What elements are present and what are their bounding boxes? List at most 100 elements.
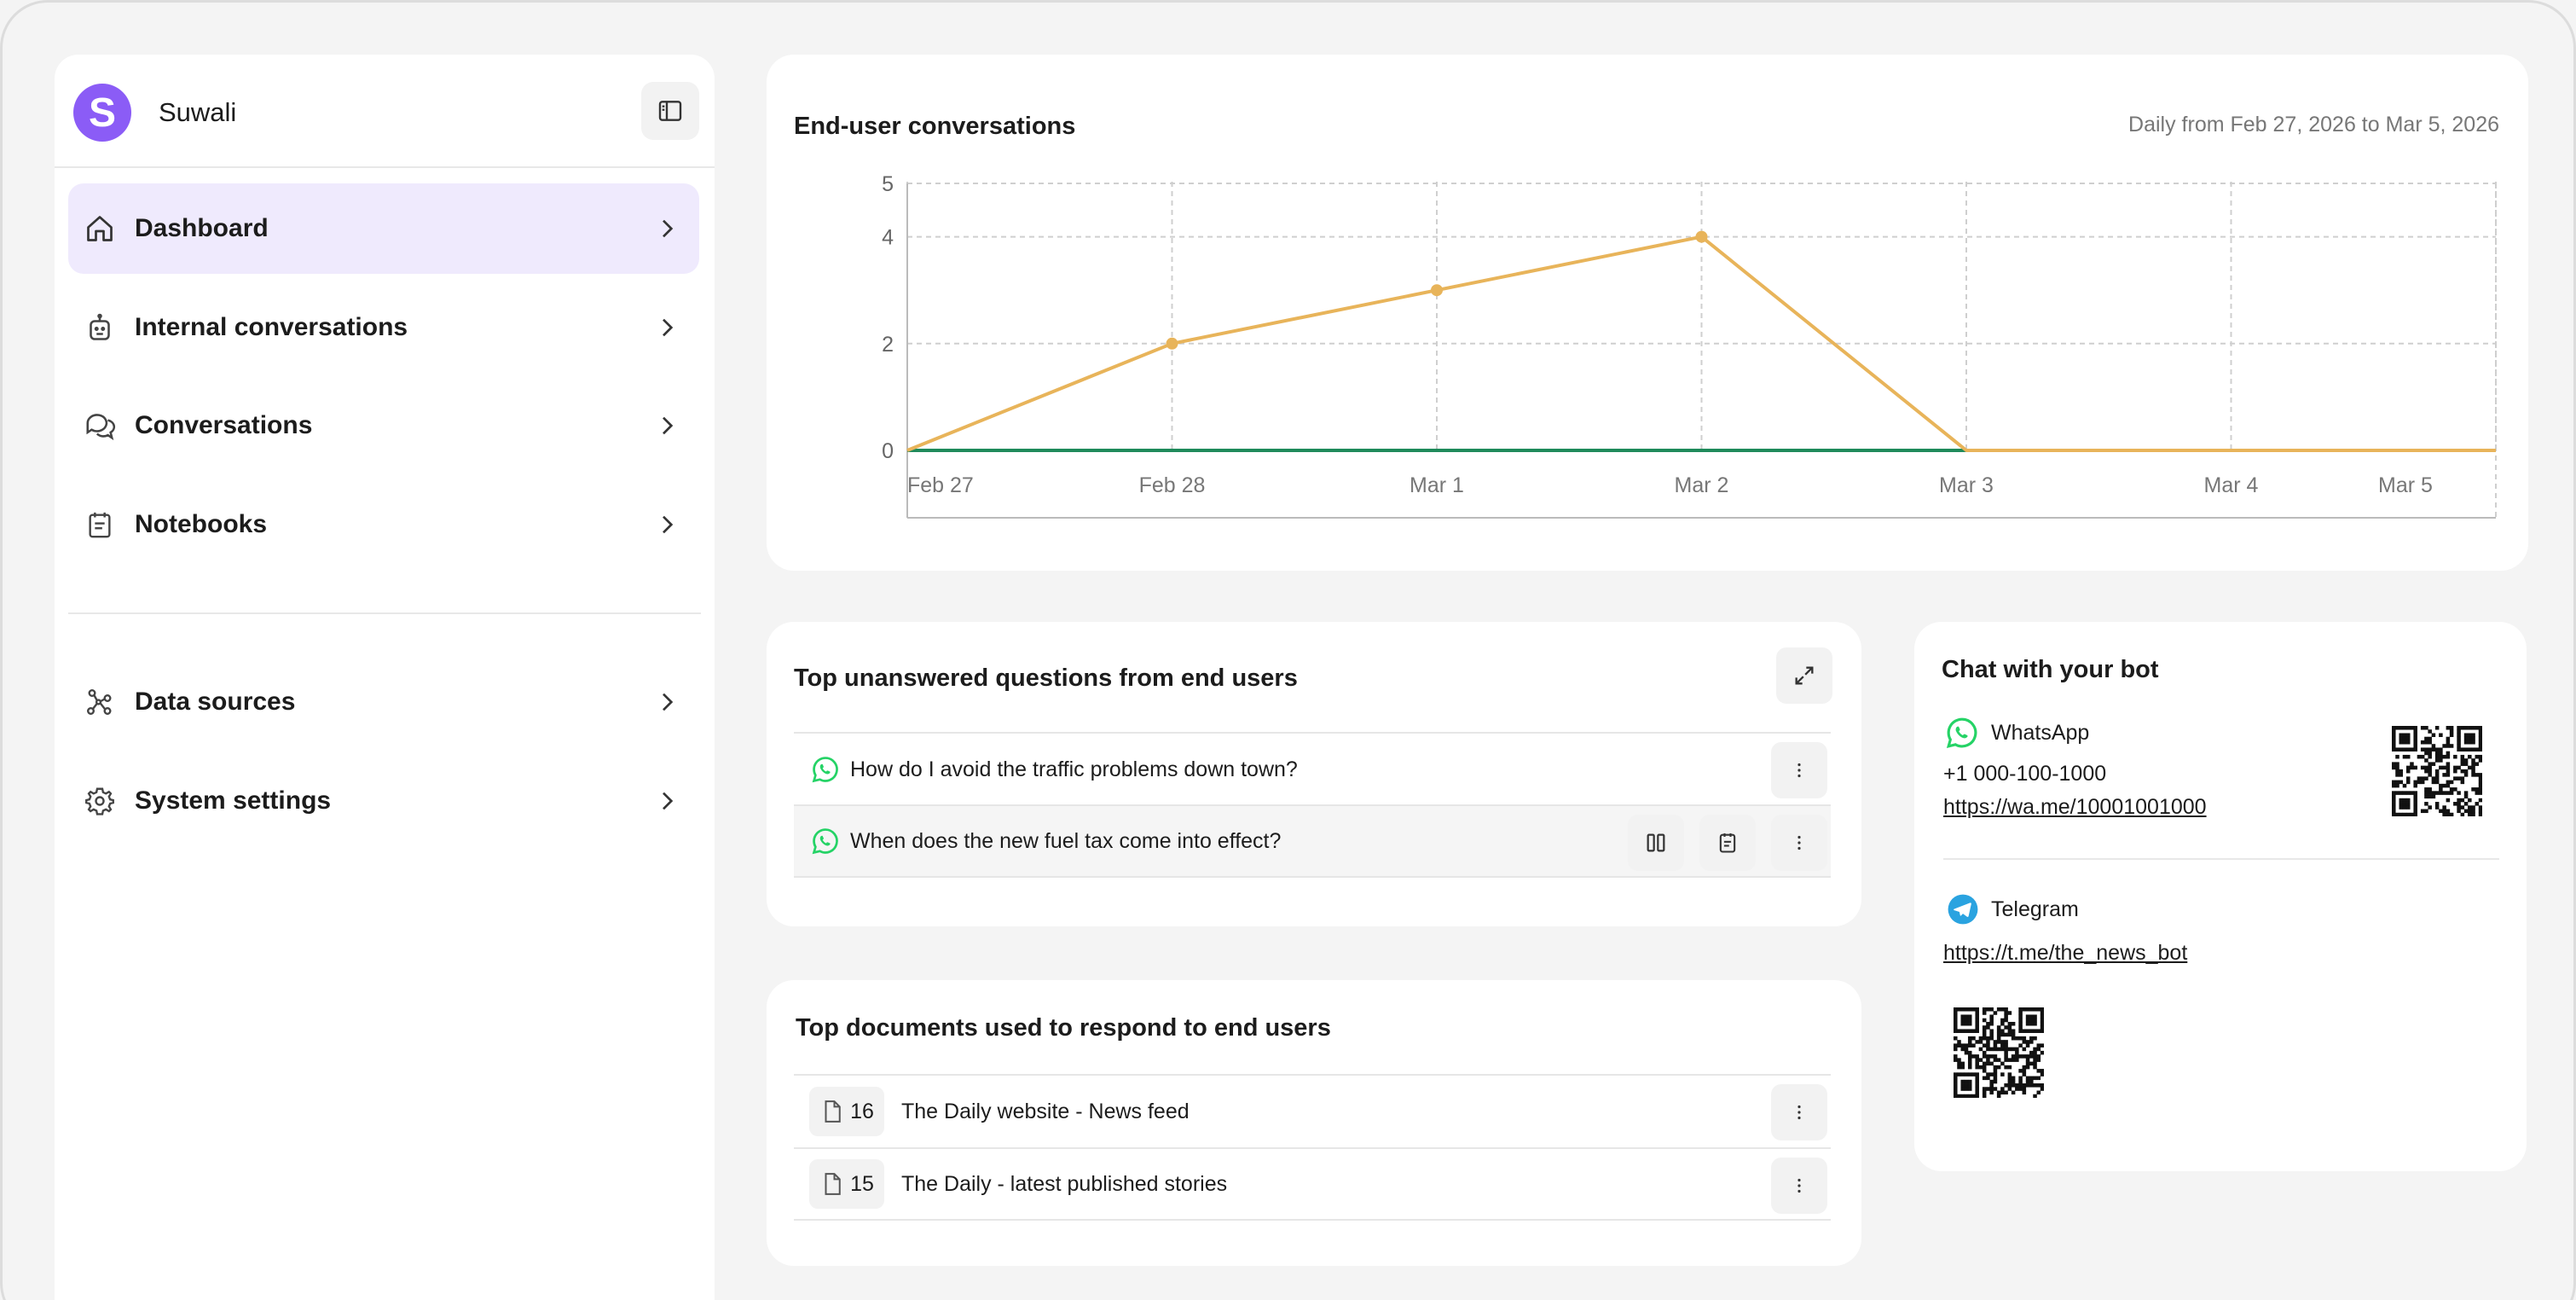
qr-module [2420, 809, 2425, 814]
qr-module [2025, 1007, 2030, 1012]
qr-module [2029, 1050, 2034, 1055]
qr-module [1954, 1007, 1958, 1012]
more-options-button[interactable] [1771, 1084, 1827, 1140]
qr-module [1957, 1094, 1961, 1098]
qr-module [2000, 1061, 2005, 1066]
sidebar-item-dashboard[interactable]: Dashboard [68, 183, 699, 274]
more-options-button[interactable] [1771, 815, 1827, 871]
qr-module [2449, 733, 2454, 738]
home-icon [84, 212, 116, 245]
qr-module [2431, 780, 2436, 785]
document-usage-badge: 16 [809, 1087, 884, 1136]
qr-module [2036, 1029, 2041, 1033]
qr-module [2040, 1072, 2044, 1077]
qr-module [1960, 1014, 1965, 1019]
qr-module [2025, 1040, 2030, 1044]
chart-x-tick-label: Mar 2 [1675, 473, 1729, 497]
qr-module [2420, 776, 2425, 781]
qr-module [2036, 1054, 2041, 1059]
qr-module [1996, 1029, 2001, 1033]
qr-module [2468, 754, 2472, 759]
qr-module [2000, 1040, 2005, 1044]
qr-module [1986, 1076, 1990, 1081]
collapse-sidebar-button[interactable] [641, 82, 699, 140]
qr-module [2442, 754, 2446, 759]
columns-button[interactable] [1628, 815, 1684, 871]
qr-module [1975, 1076, 1979, 1081]
sidebar-item-conversations[interactable]: Conversations [68, 380, 699, 471]
qr-module [2405, 791, 2411, 795]
qr-module [2457, 809, 2461, 814]
qr-module [1957, 1043, 1961, 1048]
qr-module [2439, 758, 2443, 763]
qr-module [2431, 762, 2436, 766]
qr-module [1954, 1021, 1958, 1026]
qr-module [2428, 794, 2432, 799]
qr-module [2478, 809, 2482, 814]
more-options-button[interactable] [1771, 1158, 1827, 1214]
qr-module [2428, 740, 2432, 745]
qr-module [2463, 773, 2469, 777]
qr-module [2011, 1032, 2016, 1037]
qr-module [2399, 802, 2404, 806]
qr-module [2478, 736, 2482, 741]
qr-module [2460, 747, 2465, 752]
more-options-button[interactable] [1771, 742, 1827, 798]
qr-module [2453, 787, 2457, 792]
qr-module [2018, 1087, 2023, 1091]
qr-module [1967, 1094, 1972, 1098]
qr-module [1978, 1065, 1983, 1070]
telegram-link[interactable]: https://t.me/the_news_bot [1943, 941, 2188, 965]
sidebar-item-internal-conversations[interactable]: Internal conversations [68, 282, 699, 373]
brand[interactable]: S Suwali [73, 84, 236, 142]
qr-module [2457, 798, 2461, 803]
qr-module [2392, 729, 2396, 734]
qr-module [2395, 762, 2399, 766]
sidebar-divider [55, 166, 715, 168]
qr-module [1989, 1072, 1994, 1077]
sidebar-item-notebooks[interactable]: Notebooks [68, 479, 699, 570]
qr-module [2428, 769, 2432, 774]
sidebar-item-data-sources[interactable]: Data sources [68, 657, 699, 747]
list-item[interactable]: 15 The Daily - latest published stories [794, 1147, 1831, 1221]
qr-module [2475, 791, 2480, 795]
qr-module [2004, 1032, 2008, 1037]
expand-button[interactable] [1776, 647, 1832, 704]
qr-module [1975, 1040, 1979, 1044]
whatsapp-link[interactable]: https://wa.me/10001001000 [1943, 795, 2207, 819]
qr-module [2015, 1050, 2019, 1055]
qr-module [2478, 780, 2482, 785]
qr-module [2471, 787, 2475, 792]
qr-module [2460, 726, 2465, 730]
qr-module [2036, 1058, 2041, 1062]
qr-module [2446, 773, 2451, 777]
qr-module [2405, 805, 2411, 810]
robot-icon [84, 311, 116, 344]
chevron-right-icon [663, 693, 674, 711]
sidebar-item-system-settings[interactable]: System settings [68, 756, 699, 846]
qr-module [2478, 729, 2482, 734]
qr-module [1996, 1036, 2001, 1041]
more-vertical-icon [1797, 763, 1801, 778]
qr-module [2033, 1029, 2037, 1033]
qr-module [2478, 805, 2482, 810]
qr-module [2457, 747, 2461, 752]
qr-module [2025, 1021, 2030, 1026]
qr-module [2040, 1043, 2044, 1048]
qr-module [1982, 1025, 1987, 1030]
list-item[interactable]: When does the new fuel tax come into eff… [794, 804, 1831, 878]
qr-module [2040, 1025, 2044, 1030]
qr-module [2417, 776, 2422, 781]
qr-module [1967, 1040, 1972, 1044]
list-item[interactable]: How do I avoid the traffic problems down… [794, 732, 1831, 805]
qr-module [2402, 802, 2407, 806]
unanswered-questions-card: Top unanswered questions from end users … [767, 622, 1861, 926]
qr-module [2471, 762, 2475, 766]
qr-module [1954, 1072, 1958, 1077]
qr-module [2392, 794, 2396, 799]
qr-module [2018, 1025, 2023, 1030]
qr-module [2018, 1069, 2023, 1073]
add-to-notebook-button[interactable] [1699, 815, 1756, 871]
qr-module [2442, 783, 2446, 788]
list-item[interactable]: 16 The Daily website - News feed [794, 1074, 1831, 1147]
